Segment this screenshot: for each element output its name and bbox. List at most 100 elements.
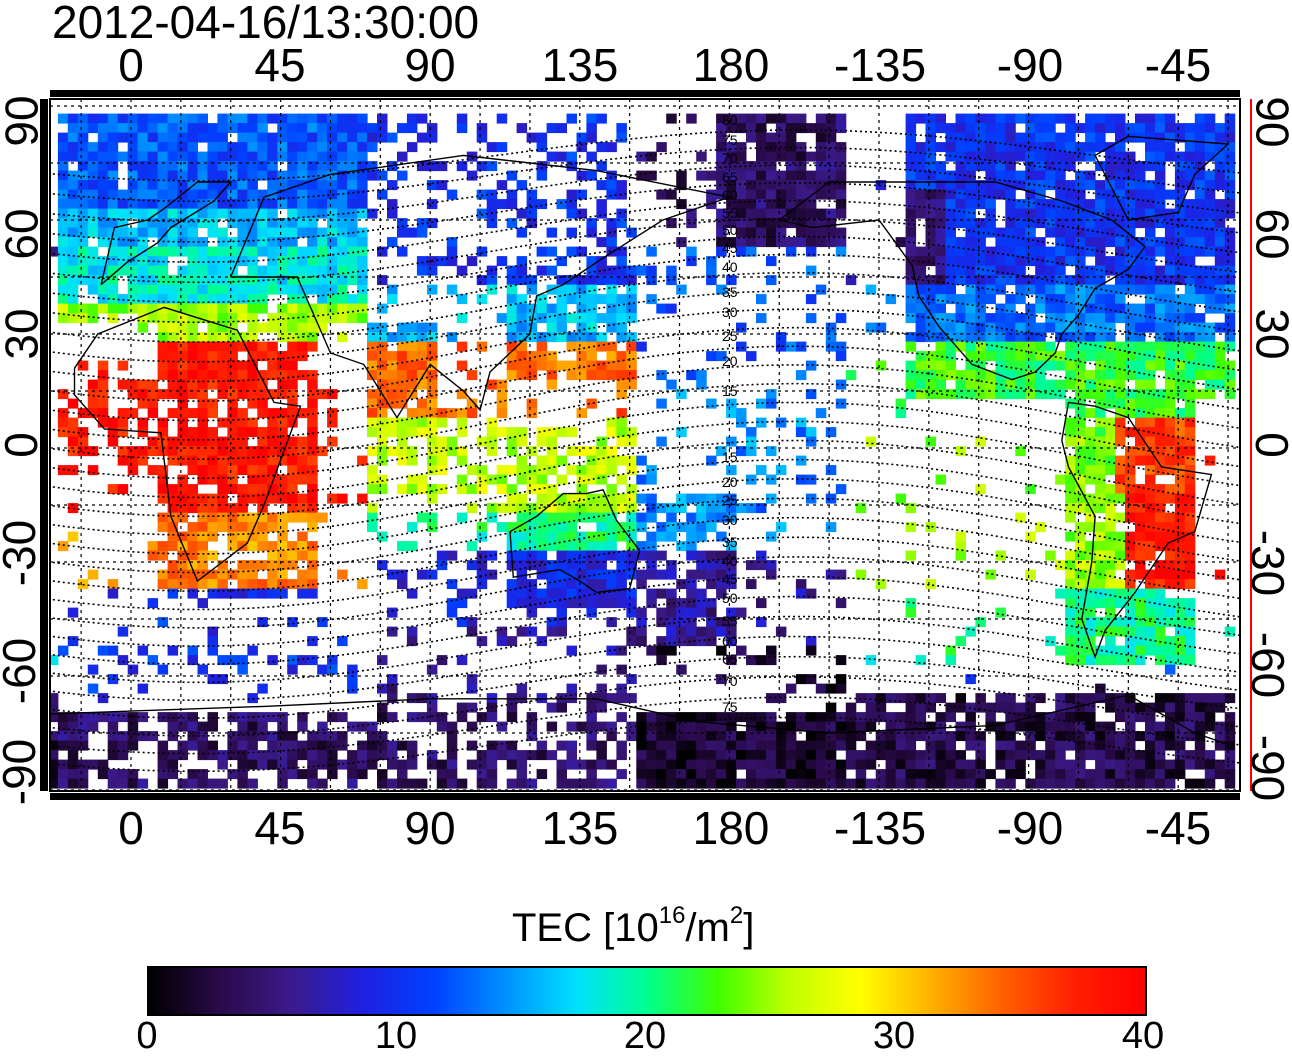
tec-cell: [1055, 731, 1066, 742]
tec-cell: [87, 170, 99, 181]
tec-cell: [1085, 199, 1096, 210]
tec-cell: [1204, 113, 1216, 124]
tec-cell: [516, 313, 528, 324]
tec-cell: [127, 208, 139, 219]
contour-label: 65: [722, 169, 738, 185]
tec-cell: [1085, 731, 1096, 742]
tec-cell: [726, 180, 737, 191]
tec-cell: [556, 560, 567, 571]
tec-cell: [277, 132, 288, 143]
tec-cell: [227, 522, 238, 533]
tec-cell: [117, 455, 129, 466]
tec-cell: [67, 778, 79, 789]
tec-cell: [805, 436, 817, 447]
tec-cell: [317, 208, 328, 219]
tec-cell: [1135, 398, 1146, 409]
tec-cell: [97, 759, 109, 770]
tec-cell: [207, 161, 218, 172]
tec-cell: [217, 493, 228, 504]
tec-cell: [187, 588, 198, 599]
tec-cell: [57, 313, 69, 324]
tec-cell: [67, 712, 79, 723]
tec-cell: [287, 769, 298, 780]
tec-cell: [217, 142, 228, 153]
tec-cell: [307, 522, 318, 533]
tec-cell: [1045, 721, 1056, 732]
tec-cell: [516, 465, 528, 476]
tec-cell: [1085, 322, 1096, 333]
tec-cell: [217, 313, 228, 324]
tec-cell: [1145, 408, 1156, 419]
tec-cell: [327, 227, 338, 238]
contour-label: 30: [722, 512, 738, 528]
tec-cell: [397, 769, 408, 780]
tec-cell: [995, 351, 1006, 362]
tec-cell: [406, 759, 418, 770]
tec-cell: [307, 503, 318, 514]
tec-cell: [1065, 474, 1076, 485]
tec-cell: [167, 360, 179, 371]
tec-cell: [357, 294, 368, 305]
tec-cell: [1174, 721, 1186, 732]
tec-cell: [1075, 408, 1086, 419]
tec-cell: [606, 313, 617, 324]
tec-cell: [1035, 332, 1046, 343]
tec-cell: [775, 693, 787, 704]
tec-cell: [965, 370, 976, 381]
tec-cell: [1184, 227, 1196, 238]
tec-cell: [835, 151, 847, 162]
tec-cell: [1015, 256, 1026, 267]
tec-cell: [1194, 332, 1206, 343]
tec-cell: [965, 294, 976, 305]
tec-cell: [1154, 455, 1166, 466]
tec-cell: [426, 446, 438, 457]
tec-cell: [925, 360, 936, 371]
tec-cell: [516, 512, 528, 523]
tec-cell: [247, 199, 258, 210]
tec-cell: [476, 189, 488, 200]
tec-cell: [815, 683, 827, 694]
tec-cell: [935, 218, 946, 229]
tec-cell: [1174, 512, 1186, 523]
tec-cell: [656, 398, 667, 409]
tec-cell: [287, 284, 298, 295]
tec-cell: [756, 759, 767, 770]
tec-cell: [97, 189, 109, 200]
tec-cell: [1045, 313, 1056, 324]
tec-cell: [227, 180, 238, 191]
tec-cell: [117, 218, 129, 229]
tec-cell: [766, 474, 777, 485]
tec-cell: [1135, 636, 1146, 647]
tec-cell: [167, 645, 179, 656]
tec-cell: [297, 142, 308, 153]
tec-cell: [227, 427, 238, 438]
tec-cell: [795, 750, 807, 761]
tec-cell: [107, 265, 119, 276]
tec-cell: [496, 465, 508, 476]
tec-cell: [397, 541, 408, 552]
tec-cell: [406, 123, 418, 134]
tec-cell: [436, 417, 448, 428]
tec-cell: [1154, 417, 1166, 428]
tec-cell: [187, 142, 198, 153]
tec-cell: [357, 189, 368, 200]
tec-cell: [1174, 550, 1186, 561]
tec-cell: [526, 446, 538, 457]
tec-cell: [586, 560, 597, 571]
tec-cell: [426, 522, 438, 533]
tec-cell: [227, 218, 238, 229]
tec-cell: [516, 180, 528, 191]
tec-cell: [795, 759, 807, 770]
tec-cell: [915, 332, 927, 343]
tec-cell: [965, 303, 976, 314]
tec-cell: [327, 731, 338, 742]
tec-cell: [107, 199, 119, 210]
tec-cell: [756, 560, 767, 571]
tec-cell: [1214, 199, 1226, 210]
tec-cell: [57, 256, 69, 267]
tec-cell: [556, 531, 567, 542]
tec-cell: [775, 465, 787, 476]
tec-cell: [885, 731, 897, 742]
tec-cell: [955, 113, 966, 124]
tec-cell: [337, 237, 348, 248]
